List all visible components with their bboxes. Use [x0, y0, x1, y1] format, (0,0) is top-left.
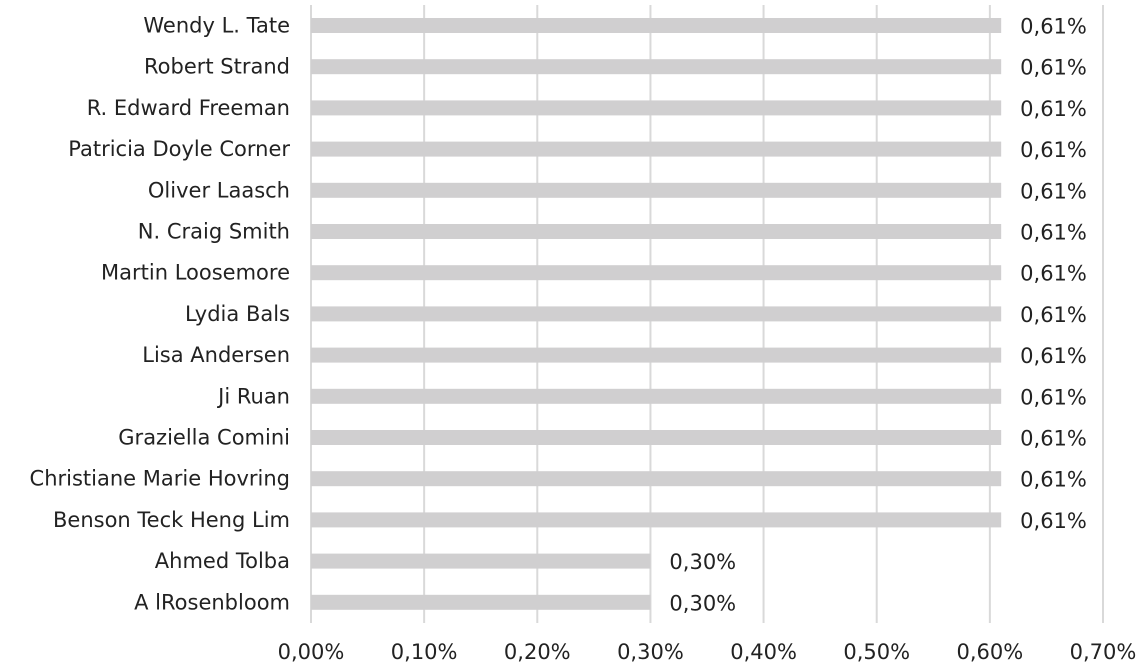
data-label: 0,61%: [1020, 344, 1087, 368]
category-label: Lisa Andersen: [142, 343, 290, 367]
category-label: Wendy L. Tate: [143, 14, 290, 38]
data-label: 0,61%: [1020, 303, 1087, 327]
category-label: Ahmed Tolba: [155, 549, 290, 573]
data-label: 0,61%: [1020, 97, 1087, 121]
data-label: 0,61%: [1020, 179, 1087, 203]
data-label: 0,61%: [1020, 138, 1087, 162]
category-label: R. Edward Freeman: [87, 96, 290, 120]
category-label: Graziella Comini: [118, 426, 290, 450]
bar: [311, 594, 651, 610]
bar: [311, 59, 1002, 75]
bar: [311, 265, 1002, 281]
x-tick-label: 0,00%: [278, 640, 345, 664]
bar: [311, 553, 651, 569]
bar: [311, 182, 1002, 198]
category-label: Christiane Marie Hovring: [30, 467, 290, 491]
category-label: Lydia Bals: [185, 302, 290, 326]
bar: [311, 100, 1002, 116]
x-tick-label: 0,20%: [504, 640, 571, 664]
data-label: 0,61%: [1020, 262, 1087, 286]
data-label: 0,30%: [669, 591, 736, 615]
data-label: 0,61%: [1020, 468, 1087, 492]
x-tick-label: 0,60%: [956, 640, 1023, 664]
category-label: Oliver Laasch: [148, 178, 290, 202]
data-label: 0,61%: [1020, 15, 1087, 39]
category-label: N. Craig Smith: [138, 220, 290, 244]
x-tick-label: 0,30%: [617, 640, 684, 664]
data-label: 0,61%: [1020, 427, 1087, 451]
data-label: 0,61%: [1020, 221, 1087, 245]
category-label: Patricia Doyle Corner: [68, 137, 290, 161]
category-label: Benson Teck Heng Lim: [53, 508, 290, 532]
category-label: A lRosenbloom: [134, 590, 290, 614]
data-label: 0,61%: [1020, 56, 1087, 80]
x-tick-label: 0,10%: [391, 640, 458, 664]
category-label: Robert Strand: [144, 55, 290, 79]
bar: [311, 430, 1002, 445]
bar: [311, 347, 1002, 363]
bar: [311, 18, 1002, 33]
value-labels: 0,61% 0,61% 0,61% 0,61% 0,61% 0,61% 0,61% 0,61%…: [669, 15, 1086, 616]
x-axis-tick-labels: 0,00% 0,10% 0,20% 0,30% 0,40% 0,50% 0,60% 0,70%: [278, 640, 1137, 664]
category-labels: Wendy L. Tate Robert Strand R. Edward Free…: [30, 14, 291, 615]
x-tick-label: 0,70%: [1070, 640, 1137, 664]
bar: [311, 224, 1002, 239]
bar: [311, 141, 1002, 157]
data-label: 0,61%: [1020, 509, 1087, 533]
x-tick-label: 0,40%: [730, 640, 797, 664]
category-label: Ji Ruan: [216, 384, 290, 408]
data-label: 0,30%: [669, 550, 736, 574]
bar: [311, 306, 1002, 322]
bar: [311, 512, 1002, 528]
x-tick-label: 0,50%: [843, 640, 910, 664]
bars: [311, 18, 1002, 610]
bar: [311, 388, 1002, 404]
bar: [311, 471, 1002, 487]
category-label: Martin Loosemore: [101, 261, 290, 285]
data-label: 0,61%: [1020, 385, 1087, 409]
